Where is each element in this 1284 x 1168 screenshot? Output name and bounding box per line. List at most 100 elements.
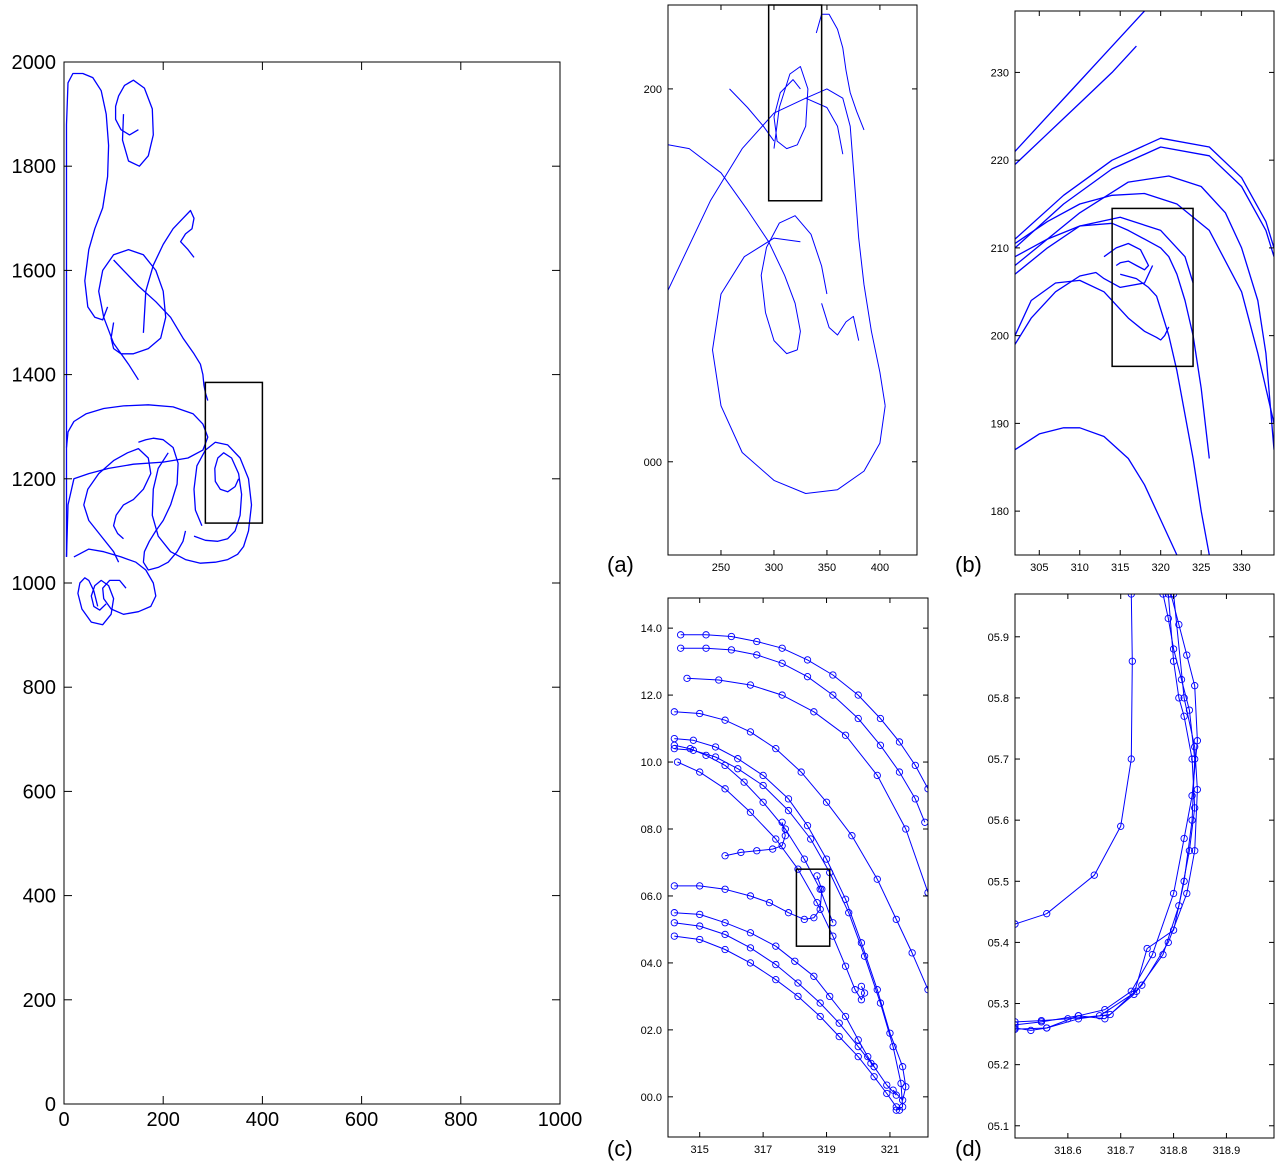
series-line-0 bbox=[680, 634, 928, 790]
data-point bbox=[1164, 594, 1172, 598]
data-point bbox=[854, 691, 862, 699]
x-tick-label: 400 bbox=[871, 562, 889, 574]
data-point bbox=[854, 714, 862, 723]
data-point bbox=[803, 822, 812, 830]
data-point bbox=[1183, 651, 1191, 659]
series-group bbox=[670, 631, 928, 1114]
y-tick-label: 05.1 bbox=[988, 1121, 1009, 1133]
data-point bbox=[813, 872, 821, 880]
data-point bbox=[800, 855, 808, 863]
data-point bbox=[1191, 743, 1199, 751]
data-point bbox=[753, 651, 761, 659]
data-point bbox=[778, 842, 786, 850]
y-tick-label: 200 bbox=[23, 990, 56, 1012]
data-point bbox=[889, 1086, 897, 1094]
data-point bbox=[721, 716, 729, 724]
data-point bbox=[721, 785, 729, 793]
series-line-4 bbox=[1015, 594, 1198, 1030]
data-point bbox=[870, 1063, 878, 1071]
series-line-4 bbox=[674, 738, 907, 1101]
data-point bbox=[1169, 657, 1178, 665]
y-tick-label: 1000 bbox=[12, 573, 57, 595]
data-point bbox=[794, 992, 802, 1001]
data-point bbox=[746, 681, 755, 689]
y-tick-label: 230 bbox=[991, 67, 1009, 79]
series-line-10 bbox=[674, 912, 875, 1068]
data-point bbox=[1180, 712, 1188, 720]
x-tick-label: 315 bbox=[691, 1144, 709, 1156]
y-tick-label: 1800 bbox=[12, 156, 57, 178]
y-tick-label: 400 bbox=[23, 886, 56, 908]
axes-frame bbox=[63, 61, 561, 1105]
series-line-7 bbox=[73, 548, 157, 615]
data-point bbox=[765, 899, 774, 907]
data-point bbox=[1015, 920, 1019, 928]
data-point bbox=[864, 1053, 872, 1061]
data-point bbox=[835, 1032, 843, 1041]
series-line-11 bbox=[1015, 427, 1178, 555]
data-point bbox=[883, 1081, 891, 1089]
data-point bbox=[810, 914, 818, 922]
y-tick-label: 05.6 bbox=[988, 815, 1009, 827]
data-point bbox=[1117, 822, 1125, 830]
data-point bbox=[689, 736, 698, 744]
data-point bbox=[721, 852, 729, 860]
data-point bbox=[860, 989, 869, 997]
x-tick-label: 321 bbox=[881, 1144, 899, 1156]
data-point bbox=[746, 929, 755, 937]
data-point bbox=[746, 728, 755, 736]
data-point bbox=[1188, 792, 1196, 800]
data-point bbox=[721, 885, 729, 893]
y-tick-label: 000 bbox=[644, 457, 662, 469]
data-point bbox=[1148, 950, 1157, 959]
data-point bbox=[673, 758, 682, 766]
data-point bbox=[873, 875, 881, 883]
data-point bbox=[702, 631, 710, 639]
series-line-6 bbox=[77, 577, 115, 626]
data-point bbox=[1043, 1024, 1051, 1032]
series-line-2 bbox=[1015, 137, 1274, 249]
data-point bbox=[721, 930, 729, 939]
series-line-3 bbox=[1015, 594, 1196, 1023]
data-point bbox=[1127, 594, 1135, 598]
data-point bbox=[895, 1106, 904, 1114]
data-point bbox=[1015, 1021, 1019, 1029]
data-point bbox=[1037, 1016, 1046, 1025]
data-point bbox=[1169, 926, 1178, 934]
data-point bbox=[810, 708, 818, 716]
series-line-12 bbox=[674, 922, 897, 1096]
series-line-1 bbox=[65, 404, 209, 557]
x-tick-label: 318.8 bbox=[1160, 1145, 1188, 1157]
data-point bbox=[857, 982, 866, 990]
panel-label: (d) bbox=[955, 1136, 982, 1161]
data-point bbox=[898, 1063, 907, 1071]
y-tick-label: 12.0 bbox=[641, 690, 662, 702]
series-line-2 bbox=[1015, 594, 1196, 1026]
series-line-1 bbox=[1015, 594, 1198, 1031]
data-point bbox=[746, 808, 755, 816]
series-line-4 bbox=[142, 209, 195, 333]
data-point bbox=[715, 676, 723, 684]
data-point bbox=[759, 771, 767, 780]
x-tick-label: 318.9 bbox=[1213, 1145, 1241, 1157]
series-group bbox=[1015, 594, 1202, 1035]
y-tick-label: 05.5 bbox=[988, 876, 1009, 888]
data-point bbox=[696, 882, 704, 890]
series-line-8 bbox=[724, 822, 786, 857]
data-point bbox=[845, 909, 853, 917]
data-point bbox=[822, 855, 831, 863]
data-point bbox=[702, 751, 710, 759]
x-tick-label: 319 bbox=[817, 1144, 835, 1156]
x-tick-label: 200 bbox=[147, 1109, 180, 1131]
series-line-0 bbox=[668, 97, 844, 291]
data-point bbox=[746, 892, 755, 900]
data-point bbox=[895, 768, 904, 776]
data-point bbox=[1027, 1026, 1035, 1035]
data-point bbox=[1143, 944, 1151, 953]
series-line-11 bbox=[193, 452, 243, 542]
data-point bbox=[727, 646, 736, 654]
axes-frame bbox=[667, 4, 918, 556]
series-line-8 bbox=[821, 303, 860, 341]
panel-label: (c) bbox=[607, 1136, 633, 1161]
